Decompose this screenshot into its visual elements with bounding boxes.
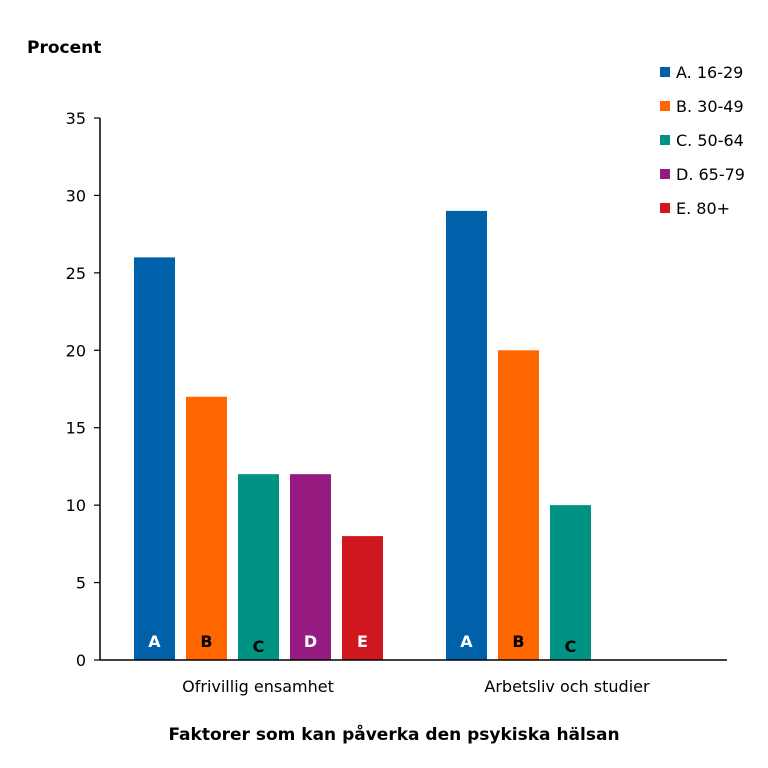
- bar: [238, 474, 279, 660]
- legend-swatch: [660, 135, 670, 145]
- bar: [290, 474, 331, 660]
- bar-letter-label: B: [200, 632, 212, 651]
- bar: [550, 505, 591, 660]
- bar: [134, 257, 175, 660]
- y-tick-label: 5: [76, 574, 86, 593]
- bar-letter-label: E: [357, 632, 368, 651]
- y-tick-label: 10: [66, 496, 86, 515]
- x-axis-label: Faktorer som kan påverka den psykiska hä…: [168, 723, 619, 745]
- legend-label: C. 50-64: [676, 131, 744, 150]
- y-tick-label: 0: [76, 651, 86, 670]
- category-label: Ofrivillig ensamhet: [182, 677, 334, 696]
- legend-label: D. 65-79: [676, 165, 745, 184]
- legend-label: A. 16-29: [676, 63, 743, 82]
- legend-swatch: [660, 203, 670, 213]
- y-tick-label: 20: [66, 341, 86, 360]
- legend: A. 16-29 B. 30-49 C. 50-64 D. 65-79 E. 80+: [660, 63, 745, 218]
- bar-letter-label: A: [148, 632, 161, 651]
- bar: [446, 210, 487, 660]
- bar-letter-label: C: [253, 637, 265, 656]
- category-labels: Ofrivillig ensamhet Arbetsliv och studier: [182, 677, 650, 696]
- bar: [186, 396, 227, 660]
- y-tick-label: 15: [66, 419, 86, 438]
- category-label: Arbetsliv och studier: [484, 677, 650, 696]
- bar-letter-label: A: [460, 632, 473, 651]
- legend-swatch: [660, 67, 670, 77]
- bar: [342, 536, 383, 660]
- y-tick-label: 25: [66, 264, 86, 283]
- legend-label: E. 80+: [676, 199, 730, 218]
- legend-swatch: [660, 169, 670, 179]
- bar-letter-label: C: [565, 637, 577, 656]
- legend-label: B. 30-49: [676, 97, 744, 116]
- bar: [498, 350, 539, 660]
- y-axis-ticks: 0 5 10 15 20 25 30 35: [66, 109, 100, 670]
- y-tick-label: 35: [66, 109, 86, 128]
- bar-letter-label: D: [304, 632, 317, 651]
- legend-swatch: [660, 101, 670, 111]
- y-tick-label: 30: [66, 186, 86, 205]
- y-axis-label: Procent: [27, 38, 101, 58]
- bar-letter-label: B: [512, 632, 524, 651]
